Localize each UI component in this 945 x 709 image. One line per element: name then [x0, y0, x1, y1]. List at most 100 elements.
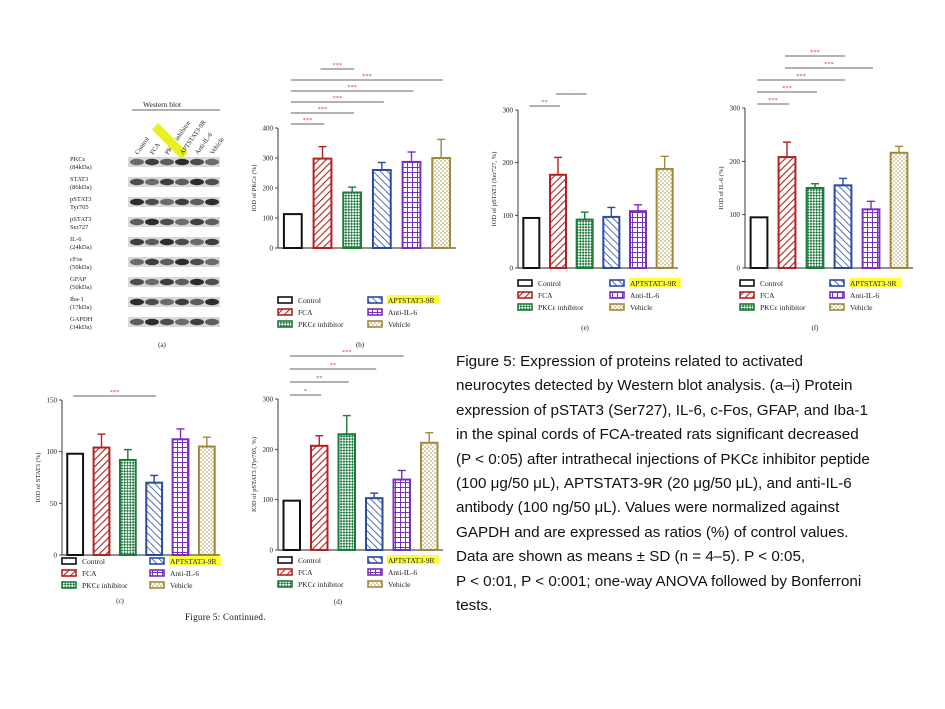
legend-swatch-pkc	[277, 580, 293, 588]
blot-band	[205, 158, 219, 166]
significance-mark: *	[304, 388, 307, 395]
blot-band	[130, 258, 144, 266]
bar-pkc	[118, 458, 137, 556]
bar-pkc	[575, 218, 594, 269]
bar-control	[66, 452, 85, 556]
blot-band	[175, 258, 189, 266]
significance-mark: ***	[768, 97, 778, 104]
significance-mark: ***	[796, 73, 806, 80]
caption-line: Figure 5: Expression of proteins related…	[456, 353, 803, 370]
blot-band	[130, 178, 144, 186]
bar-control	[522, 216, 541, 269]
blot-band	[190, 318, 204, 326]
blot-band	[145, 238, 159, 246]
significance-mark: **	[330, 362, 337, 369]
blot-band	[145, 198, 159, 206]
legend-swatch-fca	[277, 568, 293, 576]
blot-band	[130, 238, 144, 246]
legend-label-aptstat: APTSTAT3-9R	[388, 556, 435, 565]
legend-label-pkc: PKCε inhibitor	[298, 580, 344, 589]
bar-pkc	[342, 191, 363, 249]
y-tick-label: 150	[47, 397, 58, 405]
blot-band	[130, 318, 144, 326]
blot-band	[175, 318, 189, 326]
legend-swatch-control	[739, 279, 755, 287]
blot-band	[190, 238, 204, 246]
blot-band	[175, 178, 189, 186]
bar-vehicle	[655, 167, 674, 269]
legend-swatch-control	[517, 279, 533, 287]
legend-label-aptstat: APTSTAT3-9R	[850, 279, 897, 288]
blot-band	[205, 298, 219, 306]
bar-fca	[92, 446, 111, 556]
legend-label-fca: FCA	[298, 568, 313, 577]
blot-band	[145, 178, 159, 186]
legend-label-fca: FCA	[760, 291, 775, 300]
blot-band	[160, 318, 174, 326]
blot-band	[130, 298, 144, 306]
panel-label: (b)	[356, 341, 365, 349]
bar-fca	[310, 444, 329, 551]
legend-highlight	[849, 278, 901, 287]
bar-pkc	[337, 433, 356, 551]
chart-il6: 0 100 200 300 IOD of IL-6 (%) *** *** *** *** ***…	[718, 50, 913, 332]
blot-band	[205, 318, 219, 326]
y-tick-label: 400	[263, 125, 274, 133]
blot-band	[145, 278, 159, 286]
legend-label-antiil6: Anti-IL-6	[388, 568, 417, 577]
panel-label: (e)	[581, 324, 589, 332]
caption-line: P < 0:01, P < 0:001; one-way ANOVA follo…	[456, 572, 862, 590]
legend-label-vehicle: Vehicle	[388, 580, 411, 589]
y-tick-label: 0	[54, 552, 58, 560]
bar-pkc	[805, 187, 825, 269]
legend-swatch-antiil6	[149, 569, 165, 577]
bar-vehicle	[420, 441, 439, 551]
blot-band	[145, 318, 159, 326]
blot-band	[160, 218, 174, 226]
blot-band	[175, 238, 189, 246]
blot-row-label: PKCε	[70, 156, 86, 163]
blot-band	[130, 158, 144, 166]
significance-mark: ***	[782, 85, 792, 92]
bar-antiil6	[629, 210, 647, 270]
y-tick-label: 300	[503, 107, 514, 115]
legend-label-fca: FCA	[298, 308, 313, 317]
caption-line: (100 μg/50 μL), APTSTAT3-9R (20 μg/50 μL…	[456, 475, 852, 493]
blot-band	[130, 218, 144, 226]
legend-swatch-fca	[61, 569, 77, 577]
legend-swatch-fca	[739, 291, 755, 299]
bar-vehicle	[197, 445, 216, 556]
blot-band	[130, 278, 144, 286]
y-tick-label: 100	[47, 448, 58, 456]
legend-swatch-antiil6	[609, 291, 625, 299]
blot-band	[205, 178, 219, 186]
y-tick-label: 50	[50, 500, 58, 508]
y-axis-label: IOD of pSTAT3 (Ser727, %)	[491, 152, 498, 227]
significance-mark: ***	[332, 62, 342, 69]
y-tick-label: 0	[270, 245, 274, 253]
legend-label-pkc: PKCε inhibitor	[760, 303, 806, 312]
legend-swatch-aptstat	[149, 557, 165, 565]
blot-band	[130, 198, 144, 206]
legend-swatch-fca	[517, 291, 533, 299]
legend-label-control: Control	[538, 279, 561, 288]
significance-mark: **	[316, 375, 323, 382]
blot-band	[160, 158, 174, 166]
bar-antiil6	[401, 160, 422, 249]
legend-swatch-vehicle	[367, 320, 383, 328]
blot-row-label: cFos	[70, 256, 83, 263]
blot-band	[190, 178, 204, 186]
bar-antiil6	[392, 478, 411, 552]
bar-aptstat	[365, 497, 384, 551]
legend-label-control: Control	[760, 279, 783, 288]
legend-label-pkc: PKCε inhibitor	[538, 303, 584, 312]
chart-pkc-epsilon: 0 100 200 300 400 IOD of PKCε (%) *** *** *** ***…	[251, 62, 456, 349]
legend-swatch-antiil6	[367, 568, 383, 576]
legend-label-control: Control	[298, 556, 321, 565]
legend-label-fca: FCA	[82, 569, 97, 578]
significance-mark: ***	[824, 61, 834, 68]
bar-fca	[312, 157, 333, 249]
caption-line: neurocytes detected by Western blot anal…	[456, 377, 853, 395]
blot-band	[160, 278, 174, 286]
blot-band	[160, 198, 174, 206]
